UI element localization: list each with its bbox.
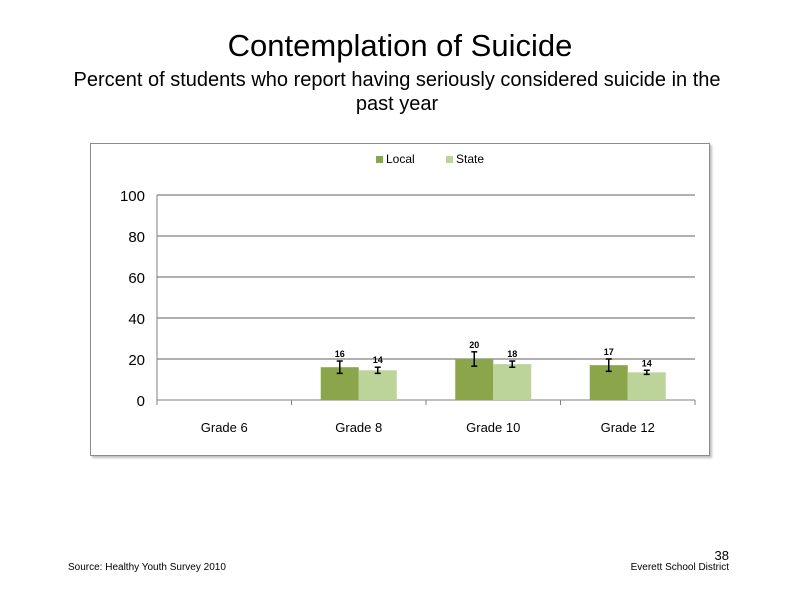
data-label: 14 bbox=[373, 355, 383, 365]
legend-swatch-state bbox=[446, 156, 453, 163]
district-name: Everett School District bbox=[630, 562, 729, 573]
y-tick-label: 60 bbox=[128, 270, 145, 287]
data-label: 16 bbox=[335, 349, 345, 359]
slide-subtitle: Percent of students who report having se… bbox=[73, 69, 721, 115]
x-tick-label: Grade 12 bbox=[601, 420, 655, 435]
bar-state bbox=[493, 364, 532, 400]
data-label: 17 bbox=[604, 347, 614, 357]
y-tick-label: 40 bbox=[128, 311, 145, 328]
x-tick-label: Grade 10 bbox=[466, 420, 520, 435]
x-tick-label: Grade 8 bbox=[335, 420, 382, 435]
data-label: 18 bbox=[507, 349, 517, 359]
bar-state bbox=[627, 372, 666, 400]
y-tick-label: 20 bbox=[128, 352, 145, 369]
x-tick-label: Grade 6 bbox=[201, 420, 248, 435]
y-tick-label: 0 bbox=[137, 393, 145, 410]
legend-label-local: Local bbox=[386, 152, 415, 166]
page-number: 38 bbox=[714, 548, 729, 563]
bar-state bbox=[358, 370, 397, 400]
source-note: Source: Healthy Youth Survey 2010 bbox=[68, 562, 226, 573]
data-label: 20 bbox=[469, 340, 479, 350]
y-tick-label: 100 bbox=[120, 188, 145, 205]
legend-label-state: State bbox=[456, 152, 484, 166]
legend-swatch-local bbox=[376, 156, 383, 163]
slide-title: Contemplation of Suicide bbox=[227, 28, 573, 63]
data-label: 14 bbox=[642, 358, 652, 368]
y-tick-label: 80 bbox=[128, 229, 145, 246]
